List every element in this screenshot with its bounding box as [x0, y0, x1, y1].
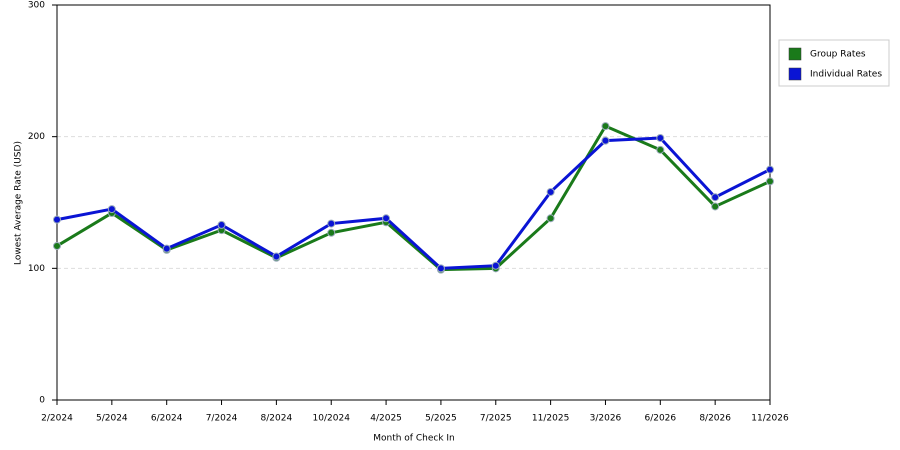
data-point [766, 165, 774, 174]
data-point [436, 264, 445, 273]
data-point [546, 187, 555, 196]
legend-label: Individual Rates [810, 70, 882, 80]
data-point [601, 122, 610, 131]
y-axis-title: Lowest Average Rate (USD) [14, 141, 24, 265]
x-tick-label: 11/2025 [532, 414, 569, 424]
x-tick-label: 8/2024 [261, 414, 293, 424]
x-tick-label: 3/2026 [590, 414, 622, 424]
x-tick-label: 7/2025 [480, 414, 512, 424]
x-tick-label: 8/2026 [699, 414, 731, 424]
x-tick-label: 2/2024 [41, 414, 73, 424]
data-point [656, 145, 665, 154]
x-tick-label: 7/2024 [206, 414, 238, 424]
data-point [272, 252, 281, 261]
series-line [56, 136, 771, 270]
y-tick-label: 100 [28, 264, 45, 274]
data-point [53, 241, 61, 250]
legend-swatch [788, 67, 802, 81]
x-tick-label: 5/2025 [425, 414, 457, 424]
legend-swatch [788, 47, 802, 61]
x-axis-title: Month of Check In [373, 434, 455, 444]
data-point [711, 193, 720, 202]
x-tick-label: 10/2024 [313, 414, 351, 424]
y-tick-label: 0 [39, 396, 45, 406]
x-tick-label: 6/2024 [151, 414, 183, 424]
plot-frame [56, 4, 771, 401]
data-point [601, 136, 610, 145]
data-point [656, 133, 665, 142]
data-point [711, 202, 720, 211]
data-point [162, 244, 171, 253]
x-tick-label: 11/2026 [751, 414, 789, 424]
data-point [217, 220, 226, 229]
x-tick-label: 6/2026 [644, 414, 676, 424]
data-point [327, 219, 336, 228]
data-point [107, 205, 116, 214]
data-point [546, 214, 555, 223]
data-point [491, 261, 500, 270]
x-tick-label: 4/2025 [370, 414, 402, 424]
data-point [766, 177, 774, 186]
y-tick-label: 300 [28, 1, 45, 11]
series-line [56, 124, 771, 272]
legend-label: Group Rates [810, 50, 866, 60]
y-tick-label: 200 [28, 132, 45, 142]
data-point [382, 214, 391, 223]
x-tick-label: 5/2024 [96, 414, 128, 424]
data-point [327, 228, 336, 237]
data-point [53, 215, 61, 224]
